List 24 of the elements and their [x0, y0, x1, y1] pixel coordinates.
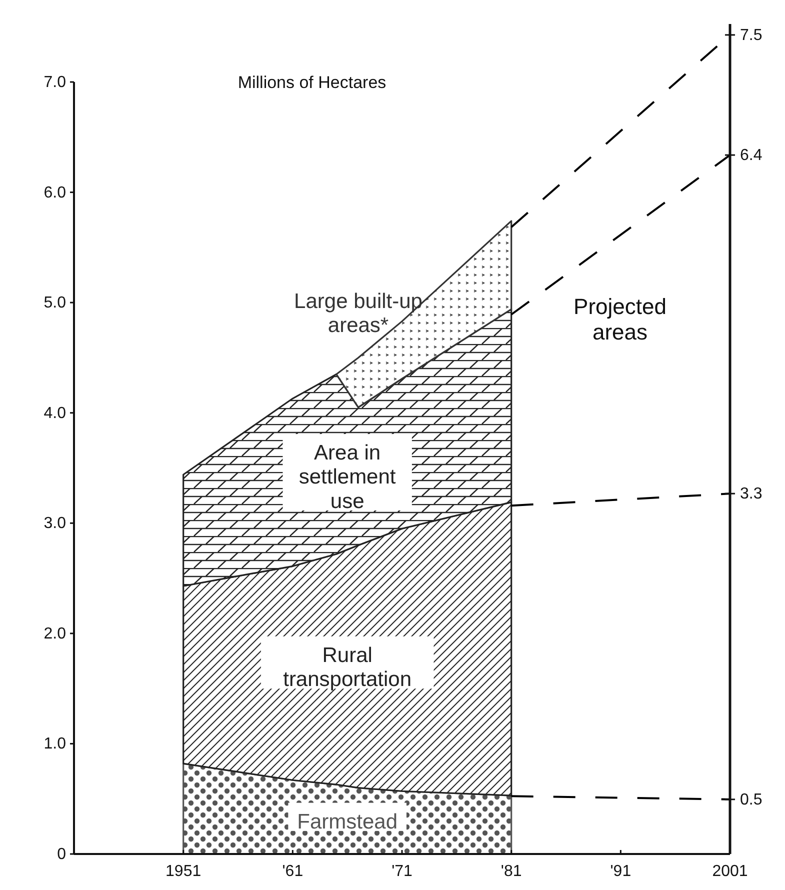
series-label: Rural transportation [283, 644, 412, 691]
y-axis-title: Millions of Hectares [238, 73, 386, 92]
y2-tick-label: 7.5 [740, 26, 762, 44]
y-tick-label: 6.0 [44, 184, 66, 202]
x-tick-label: 2001 [712, 863, 748, 880]
y-tick-label: 1.0 [44, 736, 66, 753]
y-tick-label: 3.0 [44, 515, 66, 532]
series-label: Large built-up areas* [294, 290, 422, 338]
x-tick-label: 1951 [166, 863, 202, 880]
x-tick-label: '61 [282, 863, 304, 880]
x-tick-label: '71 [392, 863, 413, 880]
y2-tick-label: 3.3 [740, 486, 762, 503]
series-label: Area in settlement use [298, 441, 396, 513]
x-tick-label: '81 [500, 863, 522, 880]
y-tick-label: 5.0 [44, 294, 66, 312]
y-tick-label: 0 [57, 846, 66, 863]
y2-tick-label: 6.4 [740, 147, 762, 164]
y2-tick-label: 0.5 [740, 791, 762, 808]
y-tick-label: 2.0 [44, 625, 66, 642]
y-tick-label: 7.0 [44, 74, 66, 91]
series-label: Farmstead [297, 810, 398, 834]
annotation: Projected areas [574, 294, 666, 344]
y-tick-label: 4.0 [44, 404, 66, 422]
x-tick-label: '91 [610, 863, 632, 880]
